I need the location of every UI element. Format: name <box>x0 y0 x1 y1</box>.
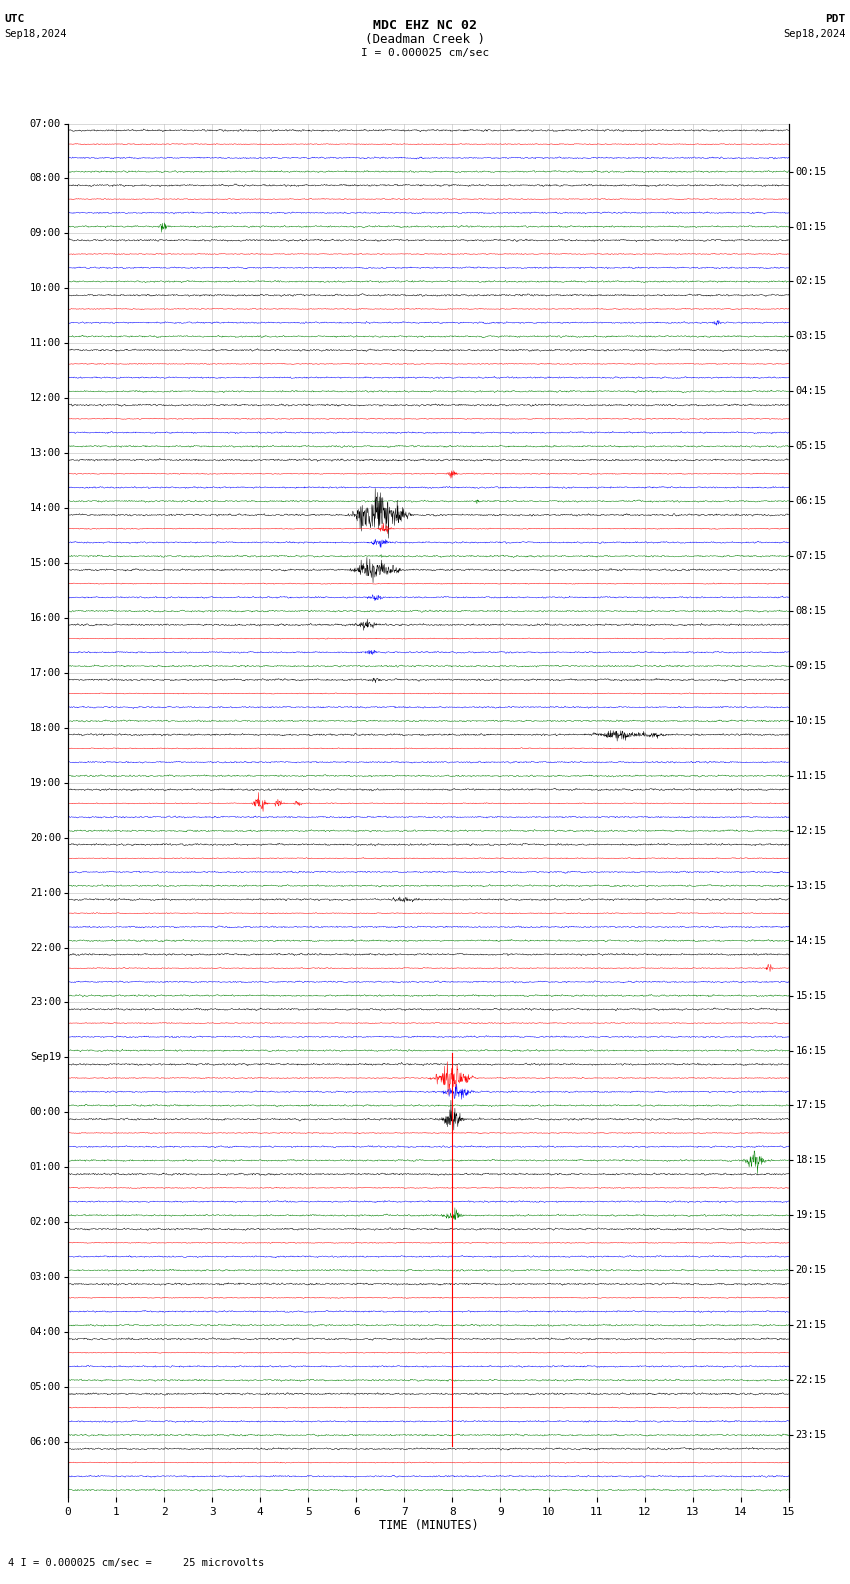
Text: Sep18,2024: Sep18,2024 <box>4 29 67 38</box>
Text: I = 0.000025 cm/sec: I = 0.000025 cm/sec <box>361 48 489 57</box>
X-axis label: TIME (MINUTES): TIME (MINUTES) <box>378 1519 479 1532</box>
Text: Sep18,2024: Sep18,2024 <box>783 29 846 38</box>
Text: 4 I = 0.000025 cm/sec =     25 microvolts: 4 I = 0.000025 cm/sec = 25 microvolts <box>8 1559 264 1568</box>
Text: (Deadman Creek ): (Deadman Creek ) <box>365 33 485 46</box>
Text: MDC EHZ NC 02: MDC EHZ NC 02 <box>373 19 477 32</box>
Text: PDT: PDT <box>825 14 846 24</box>
Text: UTC: UTC <box>4 14 25 24</box>
